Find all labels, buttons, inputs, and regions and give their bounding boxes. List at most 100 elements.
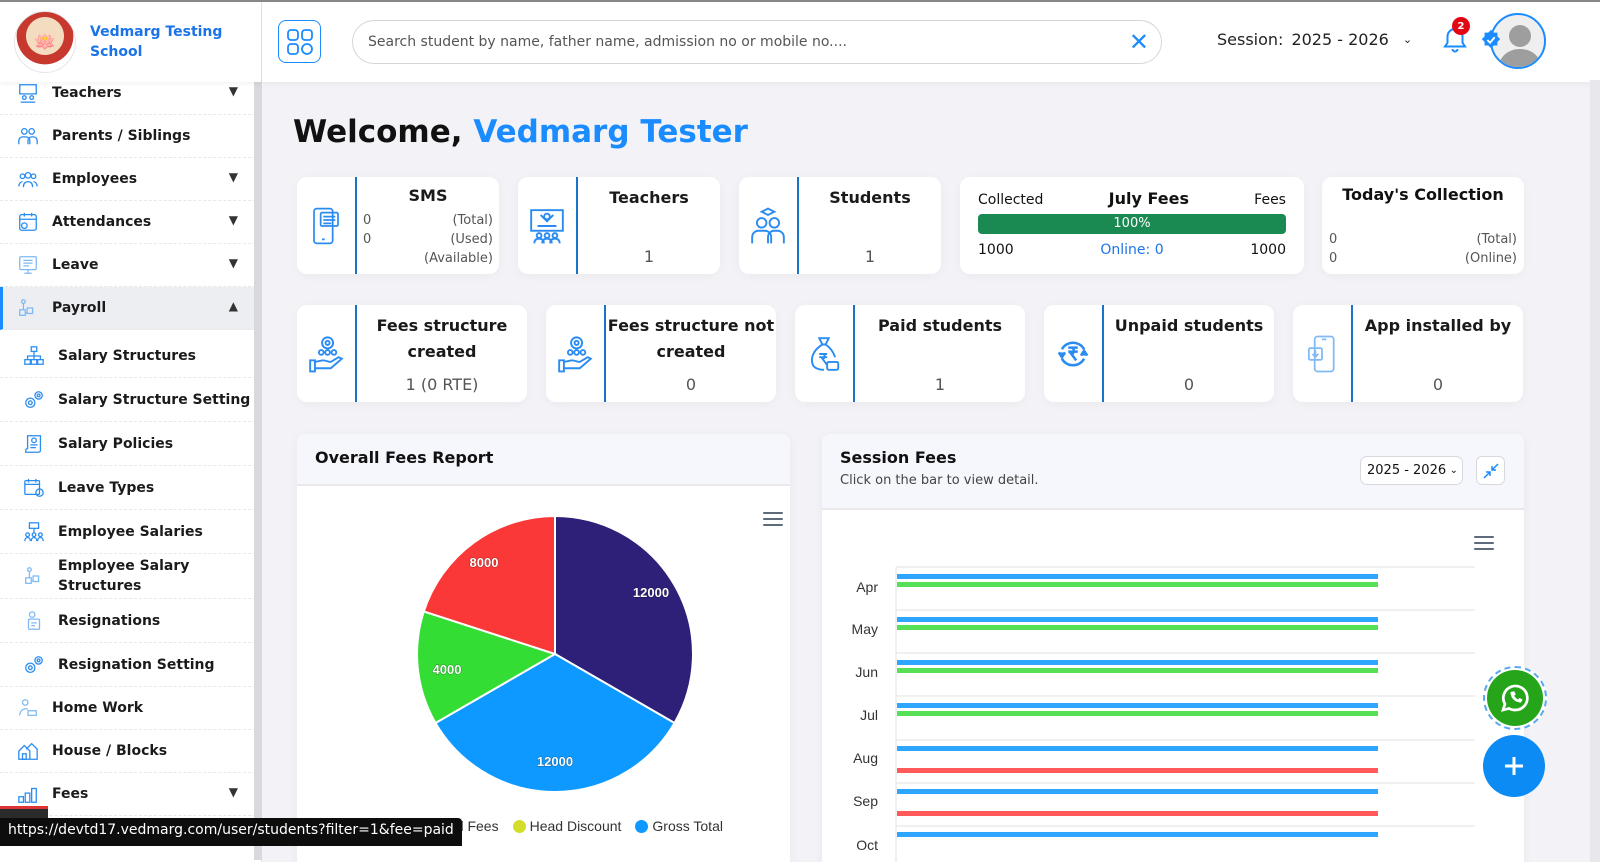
policy-document-icon xyxy=(22,432,46,456)
session-select[interactable]: 2025 - 2026 ⌄ xyxy=(1360,456,1463,485)
sidebar-item-employees[interactable]: Employees ▼ xyxy=(0,158,256,201)
panel-title: Session Fees xyxy=(840,448,957,467)
card-title: Paid students xyxy=(877,316,1003,335)
parents-icon xyxy=(16,124,40,148)
collapse-button[interactable] xyxy=(1476,456,1505,485)
sidebar-subitem-employee-salary-structures[interactable]: Employee Salary Structures xyxy=(0,554,256,599)
sidebar-item-fees[interactable]: Fees ▼ xyxy=(0,773,256,816)
notification-count-badge: 2 xyxy=(1452,17,1470,35)
sidebar-item-attendances[interactable]: Attendances ▼ xyxy=(0,201,256,244)
chevron-down-icon: ⌄ xyxy=(1447,457,1458,484)
legend-item-gross-total[interactable]: Gross Total xyxy=(635,818,723,834)
sidebar-item-label: Payroll xyxy=(52,300,107,316)
sidebar-nav[interactable]: Teachers ▼ Parents / Siblings Employees … xyxy=(0,72,256,816)
sidebar-subitem-salary-structures[interactable]: Salary Structures xyxy=(0,334,256,378)
students-icon xyxy=(739,177,797,274)
sidebar-item-label: Parents / Siblings xyxy=(52,128,191,144)
y-tick-apr: Apr xyxy=(856,579,878,595)
y-tick-jul: Jul xyxy=(860,707,878,723)
teachers-card[interactable]: Teachers 1 xyxy=(518,177,720,274)
card-divider xyxy=(1351,305,1353,402)
gears-icon xyxy=(22,388,46,412)
unpaid-students-card[interactable]: Unpaid students 0 xyxy=(1044,305,1274,402)
welcome-greeting: Welcome, xyxy=(293,114,463,150)
employee-salaries-icon xyxy=(22,520,46,544)
user-silhouette-icon xyxy=(1498,25,1542,67)
july-fees-card[interactable]: Collected July Fees Fees 100% 1000 Onlin… xyxy=(960,177,1304,274)
session-selector[interactable]: Session: 2025 - 2026 ⌄ xyxy=(1217,30,1412,49)
sidebar-item-label: Salary Structures xyxy=(58,347,197,364)
sidebar-item-label: Salary Structure Setting xyxy=(58,391,251,408)
sidebar-item-label: Home Work xyxy=(52,700,144,716)
sidebar-item-teachers[interactable]: Teachers ▼ xyxy=(0,72,256,115)
collection-total-value: 0 xyxy=(1329,232,1338,247)
collapse-arrows-icon xyxy=(1482,462,1499,479)
sidebar-item-label: Attendances xyxy=(52,214,152,230)
sidebar-subitem-salary-policies[interactable]: Salary Policies xyxy=(0,422,256,466)
paid-students-card[interactable]: Paid students 1 xyxy=(795,305,1025,402)
card-title: Fees structure created xyxy=(376,316,508,361)
search-input[interactable] xyxy=(368,34,1108,50)
sidebar-subitem-employee-salaries[interactable]: Employee Salaries xyxy=(0,510,256,554)
verified-badge-icon xyxy=(1481,29,1501,49)
collected-amount: 1000 xyxy=(978,242,1014,258)
card-divider xyxy=(853,305,855,402)
sidebar-item-leave[interactable]: Leave ▼ xyxy=(0,244,256,287)
online-collected-link[interactable]: Online: 0 xyxy=(1100,242,1164,258)
sidebar-item-home-work[interactable]: Home Work xyxy=(0,687,256,730)
sms-total-label: (Total) xyxy=(452,213,493,228)
sidebar-item-house-blocks[interactable]: House / Blocks xyxy=(0,730,256,773)
chart-menu-icon[interactable] xyxy=(763,512,783,526)
sidebar-subitem-leave-types[interactable]: Leave Types xyxy=(0,466,256,510)
sms-card[interactable]: SMS 0 (Total) 0 (Used) (Available) xyxy=(297,177,499,274)
sidebar-item-payroll[interactable]: Payroll ▲ xyxy=(0,287,256,330)
sidebar-item-parents-siblings[interactable]: Parents / Siblings xyxy=(0,115,256,158)
window-top-border xyxy=(0,0,1600,2)
resignation-icon xyxy=(22,609,46,633)
homework-icon xyxy=(16,696,40,720)
sidebar-subitem-salary-structure-setting[interactable]: Salary Structure Setting xyxy=(0,378,256,422)
pie-label: 4000 xyxy=(433,662,462,677)
students-card[interactable]: Students 1 xyxy=(739,177,941,274)
session-fees-bar-chart[interactable]: Apr May Jun Jul Aug Sep Oct xyxy=(822,554,1524,862)
employees-icon xyxy=(16,167,40,191)
add-button[interactable] xyxy=(1483,735,1545,797)
sidebar-subitem-resignation-setting[interactable]: Resignation Setting xyxy=(0,643,256,687)
brand-header[interactable]: 🪷 Vedmarg Testing School xyxy=(0,2,261,82)
school-logo: 🪷 xyxy=(14,11,76,73)
user-avatar[interactable] xyxy=(1490,13,1546,69)
chart-menu-icon[interactable] xyxy=(1474,536,1494,550)
link-preview-statusbar: https://devtd17.vedmarg.com/user/student… xyxy=(0,818,462,846)
student-search[interactable]: ✕ xyxy=(352,20,1162,64)
fees-pie-chart[interactable]: 12000 12000 4000 8000 xyxy=(415,514,695,794)
school-name: Vedmarg Testing School xyxy=(90,24,223,60)
y-tick-aug: Aug xyxy=(853,750,878,766)
page-scrollbar[interactable] xyxy=(1590,80,1600,862)
pie-slice-due[interactable] xyxy=(422,514,556,656)
fees-label: Fees xyxy=(1254,192,1286,208)
app-installed-card[interactable]: App installed by 0 xyxy=(1293,305,1523,402)
chevron-down-icon: ▼ xyxy=(228,84,238,98)
pie-slice-collected[interactable] xyxy=(416,610,558,725)
classroom-teacher-icon xyxy=(518,177,576,274)
legend-item-head-discount[interactable]: Head Discount xyxy=(512,818,621,834)
apps-grid-button[interactable] xyxy=(278,20,321,63)
pie-slice-gross-total[interactable] xyxy=(434,652,676,793)
calendar-icon xyxy=(22,476,46,500)
fees-structure-created-card[interactable]: Fees structure created 1 (0 RTE) xyxy=(297,305,527,402)
card-title: Teachers xyxy=(609,188,689,207)
sidebar-item-label: Leave xyxy=(52,257,99,273)
whatsapp-button[interactable] xyxy=(1483,666,1547,730)
todays-collection-card[interactable]: Today's Collection 0 (Total) 0 (Online) xyxy=(1322,177,1524,274)
y-tick-oct: Oct xyxy=(856,837,878,853)
collected-label: Collected xyxy=(978,192,1044,208)
sidebar-item-label: Teachers xyxy=(52,85,122,101)
clear-search-icon[interactable]: ✕ xyxy=(1128,28,1149,56)
pie-legend: Total Fees Head Discount Gross Total xyxy=(417,818,723,834)
fees-progress-bar: 100% xyxy=(978,214,1286,234)
pie-slice-total-fees[interactable] xyxy=(554,514,694,725)
sidebar-subitem-resignations[interactable]: Resignations xyxy=(0,599,256,643)
fees-structure-not-created-card[interactable]: Fees structure not created 0 xyxy=(546,305,776,402)
chevron-up-icon: ▲ xyxy=(228,299,238,313)
sidebar-scrollbar[interactable] xyxy=(254,80,262,860)
